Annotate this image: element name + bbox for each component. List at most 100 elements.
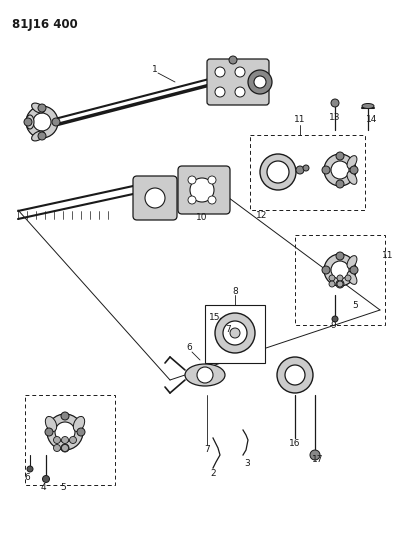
Circle shape [329, 281, 335, 287]
Text: 11: 11 [294, 116, 306, 125]
FancyBboxPatch shape [133, 176, 177, 220]
Text: 4: 4 [40, 482, 46, 491]
Text: 15: 15 [209, 313, 221, 322]
Text: 3: 3 [244, 458, 250, 467]
Text: 81J16 400: 81J16 400 [12, 18, 78, 31]
Text: 6: 6 [24, 472, 30, 481]
Circle shape [324, 154, 356, 186]
Circle shape [260, 154, 296, 190]
Circle shape [47, 414, 83, 450]
Circle shape [254, 76, 266, 88]
Text: 14: 14 [366, 116, 378, 125]
Text: 11: 11 [382, 251, 394, 260]
Circle shape [235, 87, 245, 97]
Ellipse shape [45, 416, 57, 432]
Ellipse shape [347, 256, 357, 269]
Circle shape [33, 113, 51, 131]
Text: 7: 7 [225, 326, 231, 335]
Circle shape [215, 67, 225, 77]
Ellipse shape [347, 172, 357, 184]
Text: 17: 17 [312, 456, 324, 464]
Circle shape [53, 437, 60, 443]
Text: 9: 9 [330, 321, 336, 330]
Circle shape [331, 261, 349, 279]
Circle shape [285, 365, 305, 385]
Ellipse shape [362, 103, 374, 109]
Circle shape [208, 196, 216, 204]
Ellipse shape [347, 272, 357, 285]
Circle shape [223, 321, 247, 345]
Circle shape [26, 106, 58, 138]
Circle shape [332, 316, 338, 322]
Circle shape [336, 280, 344, 288]
Text: 5: 5 [352, 302, 358, 311]
Bar [205, 305, 265, 363]
Circle shape [27, 466, 33, 472]
Text: 12: 12 [256, 211, 268, 220]
Text: 13: 13 [329, 114, 341, 123]
Circle shape [230, 328, 240, 338]
Circle shape [336, 152, 344, 160]
Text: 1: 1 [152, 66, 158, 75]
Ellipse shape [31, 131, 45, 141]
Ellipse shape [26, 115, 34, 129]
Circle shape [145, 188, 165, 208]
Bar [250, 135, 365, 210]
Circle shape [331, 161, 349, 179]
Text: 8: 8 [232, 287, 238, 295]
Text: 5: 5 [60, 482, 66, 491]
Circle shape [337, 281, 343, 287]
Circle shape [296, 166, 304, 174]
Circle shape [235, 67, 245, 77]
Circle shape [215, 313, 255, 353]
Ellipse shape [185, 364, 225, 386]
Circle shape [43, 475, 49, 482]
Circle shape [53, 445, 60, 451]
Text: 6: 6 [186, 343, 192, 352]
Circle shape [229, 56, 237, 64]
Circle shape [350, 266, 358, 274]
Bar [25, 395, 115, 485]
Circle shape [322, 166, 330, 174]
Text: 2: 2 [210, 469, 216, 478]
Circle shape [55, 422, 75, 442]
FancyBboxPatch shape [178, 166, 230, 214]
Circle shape [52, 118, 60, 126]
Circle shape [331, 99, 339, 107]
Circle shape [324, 254, 356, 286]
Circle shape [45, 428, 53, 436]
Circle shape [303, 165, 309, 171]
Text: 16: 16 [289, 439, 301, 448]
Circle shape [62, 445, 68, 451]
Circle shape [77, 428, 85, 436]
Circle shape [61, 412, 69, 420]
Circle shape [329, 275, 335, 281]
Ellipse shape [31, 103, 45, 113]
Circle shape [322, 266, 330, 274]
FancyBboxPatch shape [207, 59, 269, 105]
Text: 10: 10 [196, 214, 208, 222]
Circle shape [350, 166, 358, 174]
Circle shape [24, 118, 32, 126]
Ellipse shape [73, 416, 85, 432]
Circle shape [310, 450, 320, 460]
Circle shape [197, 367, 213, 383]
Circle shape [277, 357, 313, 393]
Circle shape [345, 275, 351, 281]
Circle shape [248, 70, 272, 94]
Circle shape [337, 275, 343, 281]
Circle shape [70, 437, 76, 443]
Circle shape [336, 180, 344, 188]
Circle shape [215, 87, 225, 97]
Circle shape [62, 437, 68, 443]
Circle shape [336, 252, 344, 260]
Bar [295, 235, 385, 325]
Circle shape [61, 444, 69, 452]
Ellipse shape [347, 156, 357, 168]
Text: 7: 7 [204, 446, 210, 455]
Circle shape [208, 176, 216, 184]
Circle shape [190, 178, 214, 202]
Circle shape [188, 196, 196, 204]
Circle shape [267, 161, 289, 183]
Circle shape [188, 176, 196, 184]
